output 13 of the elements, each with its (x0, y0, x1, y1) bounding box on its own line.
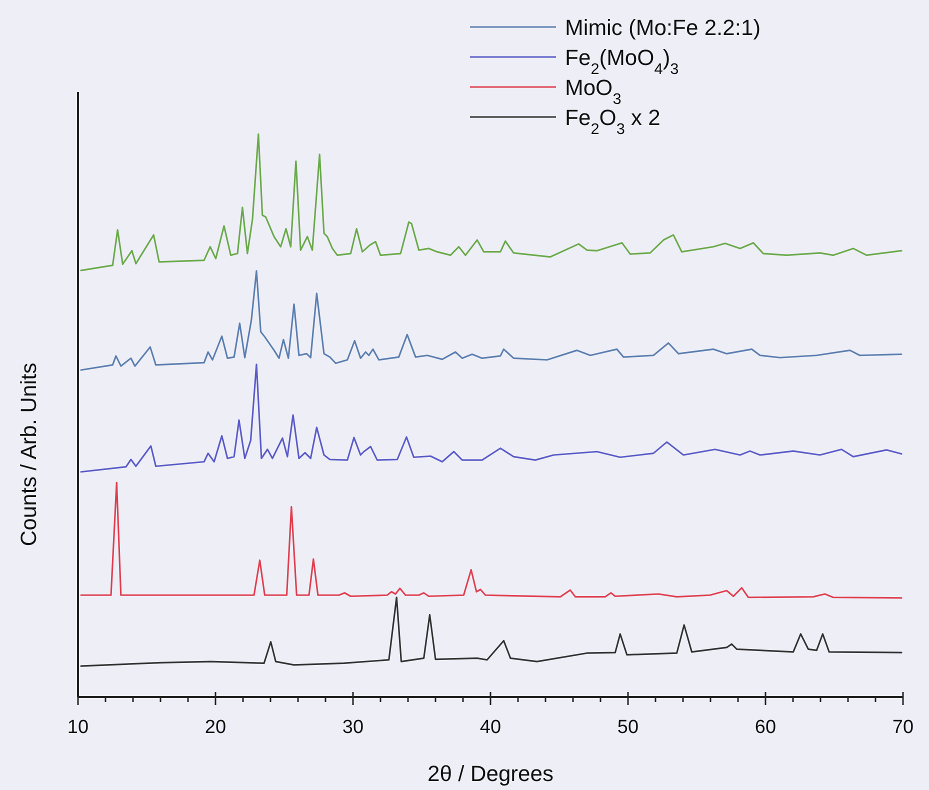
x-tick-label: 60 (754, 717, 776, 738)
x-tick-label: 40 (480, 717, 502, 738)
x-tick-label: 50 (617, 717, 639, 738)
legend-label: Fe$_{2}$(MoO$_{4}$)$_{3}$ (565, 45, 679, 78)
legend-label: Mimic (Mo:Fe 2.2:1) (565, 15, 761, 40)
x-tick-label: 30 (342, 717, 364, 738)
legend-label: Fe$_{2}$O$_{3}$ x 2 (565, 105, 660, 138)
x-tick-label: 10 (67, 717, 89, 738)
x-axis-title: 2θ / Degrees (428, 761, 554, 786)
x-tick-label: 70 (892, 717, 914, 738)
legend-label: MoO$_{3}$ (565, 75, 622, 108)
x-tick-label: 20 (204, 717, 226, 738)
y-axis-title: Counts / Arb. Units (16, 362, 41, 546)
